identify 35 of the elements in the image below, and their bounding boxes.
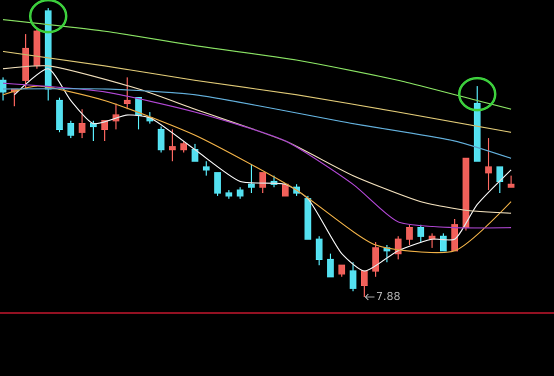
candlestick — [327, 253, 334, 278]
candlestick — [248, 163, 255, 194]
annotation: 7.88 — [376, 290, 400, 303]
candlestick — [225, 189, 232, 200]
candlestick — [78, 108, 86, 139]
candlestick — [214, 172, 221, 196]
candlestick — [372, 241, 379, 278]
candlestick — [34, 28, 40, 70]
candlestick — [338, 264, 346, 278]
candlestick — [406, 224, 413, 246]
candlestick — [485, 137, 492, 191]
candlestick — [316, 236, 323, 266]
candlestick — [180, 140, 188, 154]
candlestick — [496, 166, 504, 194]
candlestick — [236, 186, 244, 200]
candlestick — [440, 232, 447, 252]
candlestick — [56, 97, 63, 133]
candlestick — [192, 143, 198, 162]
candlestick — [124, 76, 131, 110]
candlestick — [67, 120, 74, 139]
candlestick — [474, 85, 481, 162]
candlestick — [158, 126, 164, 154]
candlestick — [462, 158, 470, 232]
candlestick — [0, 76, 6, 102]
candlestick — [360, 270, 368, 298]
candlestick — [417, 224, 424, 243]
candlestick — [259, 172, 266, 194]
candlestick — [508, 175, 514, 188]
candlestick — [169, 128, 176, 162]
candlestick — [350, 262, 356, 292]
candlestick — [428, 232, 436, 248]
candlestick — [90, 120, 97, 142]
candlestick — [304, 195, 312, 240]
candlestick — [202, 160, 210, 176]
candlestick — [22, 33, 29, 90]
